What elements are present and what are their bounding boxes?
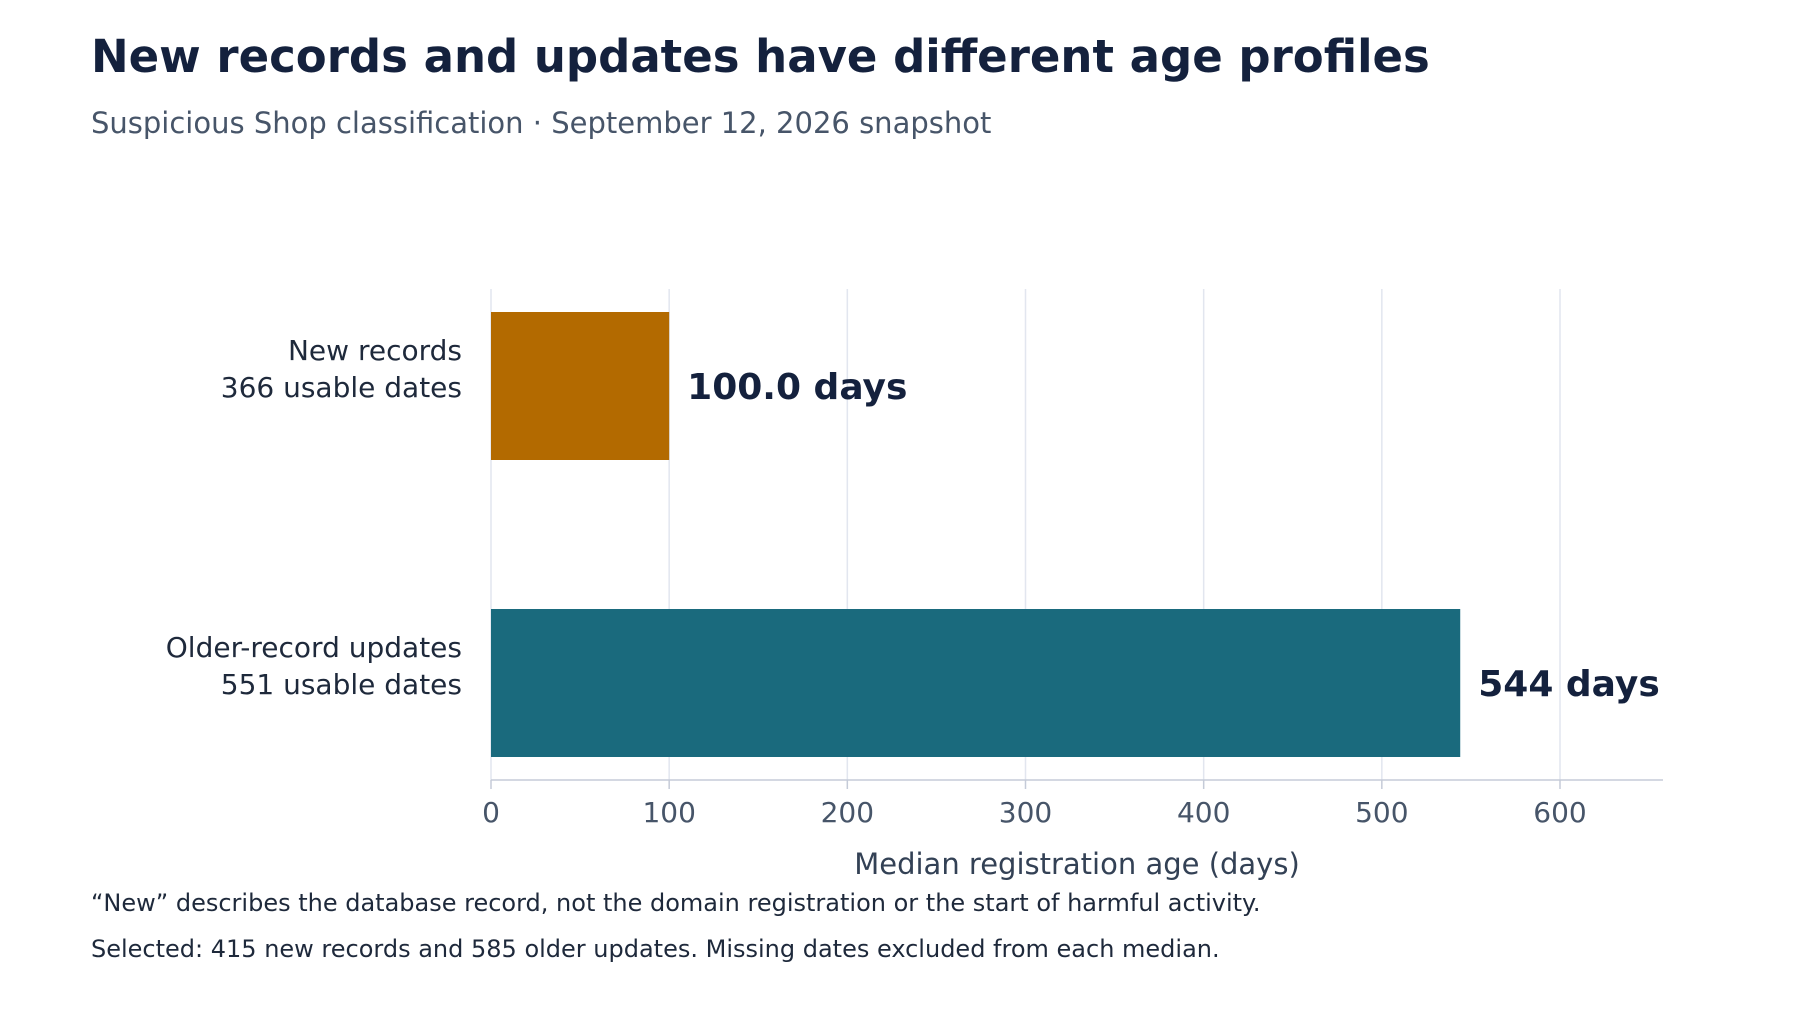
footnote-selection: Selected: 415 new records and 585 older …: [91, 935, 1220, 963]
x-tick-label-200: 200: [821, 796, 874, 829]
x-tick-label-100: 100: [642, 796, 695, 829]
chart-subtitle: Suspicious Shop classification · Septemb…: [91, 106, 992, 140]
category-label-line: New records: [288, 334, 462, 367]
x-tick-label-600: 600: [1533, 796, 1586, 829]
labels: 100.0 days New records 366 usable dates 544…: [166, 334, 1660, 705]
category-label-0: New records 366 usable dates: [221, 334, 462, 404]
chart-title: New records and updates have different a…: [91, 30, 1430, 83]
category-label-line: 551 usable dates: [221, 668, 462, 701]
bars: [491, 312, 1461, 757]
data-label-0: 100.0 days: [687, 367, 907, 408]
category-label-line: 366 usable dates: [221, 371, 462, 404]
data-label-1: 544 days: [1478, 664, 1660, 705]
x-tick-label-400: 400: [1177, 796, 1230, 829]
x-axis: 0 100 200 300 400 500 600 Median registration a…: [482, 779, 1663, 881]
category-label-line: Older-record updates: [166, 631, 462, 664]
x-tick-label-0: 0: [482, 796, 500, 829]
x-axis-label: Median registration age (days): [854, 847, 1300, 881]
x-tick-label-500: 500: [1355, 796, 1408, 829]
category-label-1: Older-record updates 551 usable dates: [166, 631, 462, 701]
footnote-definition: “New” describes the database record, not…: [91, 889, 1261, 917]
bar-1: [491, 609, 1461, 757]
bar-0: [491, 312, 670, 460]
x-tick-label-300: 300: [999, 796, 1052, 829]
